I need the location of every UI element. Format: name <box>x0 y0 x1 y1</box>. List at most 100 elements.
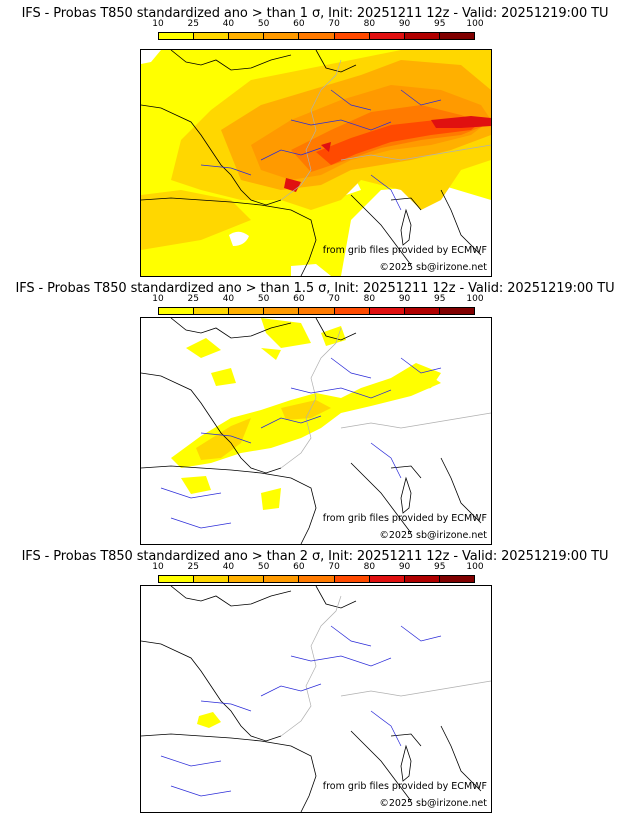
island-corsica <box>400 476 412 514</box>
legend-color-swatch <box>334 576 370 582</box>
legend-color-swatch <box>439 308 474 314</box>
legend-tick-label: 40 <box>222 562 235 572</box>
prob-field-none <box>291 264 331 276</box>
legend-tick-label: 70 <box>328 294 340 304</box>
legend-tick-label: 10 <box>152 562 164 572</box>
legend-color-swatch <box>264 308 300 314</box>
legend-tick-label: 70 <box>328 19 340 29</box>
legend-tick-label: 90 <box>398 294 411 304</box>
legend-color-swatch <box>404 576 440 582</box>
coastline <box>141 372 317 544</box>
legend-tick-label: 90 <box>398 562 411 572</box>
legend-color-swatch <box>299 308 335 314</box>
legend-color-swatch <box>404 308 440 314</box>
legend-color-swatch <box>369 576 405 582</box>
legend-tick-label: 70 <box>328 562 340 572</box>
legend-tick-label: 50 <box>257 562 270 572</box>
legend-tick-label: 100 <box>466 294 484 304</box>
legend-tick-label: 100 <box>466 19 484 29</box>
coastline <box>350 189 482 266</box>
coastline <box>350 725 482 802</box>
legend-color-swatch <box>194 33 230 39</box>
map-panel-1-sigma: IFS - Probas T850 standardized ano > tha… <box>0 0 630 277</box>
legend-color-swatch <box>159 308 195 314</box>
legend-color-swatch <box>369 33 405 39</box>
legend-color-swatch <box>264 576 300 582</box>
legend-tick-label: 50 <box>257 294 270 304</box>
probability-legend: 10 25 40 50 60 70 80 90 95 100 <box>152 19 484 41</box>
legend-colorbar <box>158 575 475 583</box>
legend-tick-label: 10 <box>152 294 164 304</box>
country-borders <box>280 595 491 737</box>
legend-color-swatch <box>299 33 335 39</box>
legend-tick-label: 50 <box>257 19 270 29</box>
probability-legend: 10 25 40 50 60 70 80 90 95 100 <box>152 562 484 584</box>
legend-color-swatch <box>159 576 195 582</box>
probability-map: from grib files provided by ECMWF ©2025 … <box>140 49 492 277</box>
map-graphic <box>141 586 491 812</box>
legend-tick-label: 95 <box>434 294 446 304</box>
legend-color-swatch <box>369 308 405 314</box>
copyright-credit: ©2025 sb@irizone.net <box>379 798 487 809</box>
probability-map: from grib files provided by ECMWF ©2025 … <box>140 585 492 813</box>
legend-color-swatch <box>159 33 195 39</box>
legend-color-swatch <box>194 308 230 314</box>
coastline <box>170 318 357 341</box>
island-corsica <box>400 744 412 782</box>
legend-tick-label: 95 <box>434 562 446 572</box>
prob-field-25 <box>141 190 251 250</box>
legend-colorbar <box>158 32 475 40</box>
legend-tick-label: 25 <box>187 562 199 572</box>
legend-tick-label: 60 <box>293 19 305 29</box>
prob-field-none <box>229 231 249 246</box>
panel-title: IFS - Probas T850 standardized ano > tha… <box>21 6 609 21</box>
prob-field-10 <box>197 712 221 728</box>
rivers <box>160 625 442 797</box>
rivers <box>200 89 442 211</box>
prob-field-none <box>341 185 491 276</box>
coastline <box>141 104 317 276</box>
prob-field-70 <box>316 120 481 165</box>
prob-field-25 <box>196 400 331 460</box>
legend-color-swatch <box>439 33 474 39</box>
legend-tick-label: 90 <box>398 19 411 29</box>
source-credit: from grib files provided by ECMWF <box>322 781 487 792</box>
legend-color-swatch <box>264 33 300 39</box>
coastline <box>170 586 357 609</box>
legend-tick-label: 80 <box>363 19 376 29</box>
legend-tick-label: 80 <box>363 562 376 572</box>
map-panel-1-5-sigma: IFS - Probas T850 standardized ano > tha… <box>0 270 630 545</box>
legend-color-swatch <box>229 33 265 39</box>
coastline <box>350 457 482 534</box>
rivers <box>160 357 442 529</box>
legend-tick-label: 60 <box>293 562 305 572</box>
copyright-credit: ©2025 sb@irizone.net <box>379 530 487 541</box>
panel-title: IFS - Probas T850 standardized ano > tha… <box>15 281 615 296</box>
copyright-credit: ©2025 sb@irizone.net <box>379 262 487 273</box>
coastline <box>141 640 317 812</box>
legend-color-swatch <box>229 576 265 582</box>
prob-field-80 <box>321 142 331 152</box>
legend-tick-label: 95 <box>434 19 446 29</box>
country-borders <box>280 327 491 469</box>
map-graphic <box>141 50 491 276</box>
panel-title: IFS - Probas T850 standardized ano > tha… <box>21 549 609 564</box>
island-corsica <box>400 208 412 246</box>
legend-tick-label: 60 <box>293 294 305 304</box>
map-graphic <box>141 318 491 544</box>
source-credit: from grib files provided by ECMWF <box>322 513 487 524</box>
probability-legend: 10 25 40 50 60 70 80 90 95 100 <box>152 294 484 316</box>
legend-tick-label: 25 <box>187 19 199 29</box>
legend-tick-label: 40 <box>222 19 235 29</box>
legend-color-swatch <box>334 33 370 39</box>
legend-color-swatch <box>404 33 440 39</box>
legend-tick-label: 80 <box>363 294 376 304</box>
legend-tick-label: 100 <box>466 562 484 572</box>
probability-map: from grib files provided by ECMWF ©2025 … <box>140 317 492 545</box>
legend-color-swatch <box>334 308 370 314</box>
prob-field-80 <box>431 116 491 128</box>
legend-colorbar <box>158 307 475 315</box>
source-credit: from grib files provided by ECMWF <box>322 245 487 256</box>
legend-tick-label: 40 <box>222 294 235 304</box>
country-borders <box>280 59 491 201</box>
